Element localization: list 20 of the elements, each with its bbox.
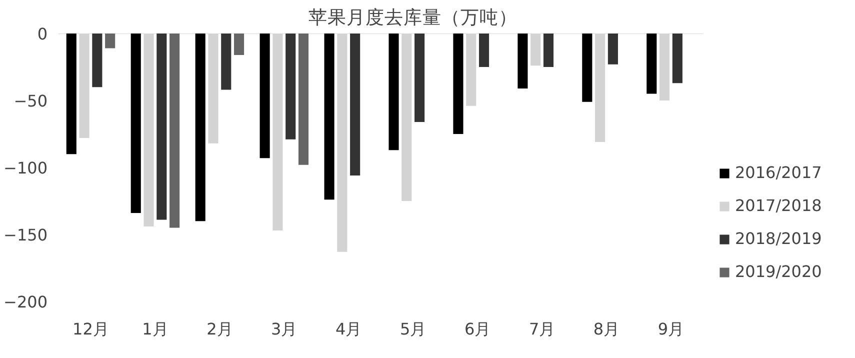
x-tick-label: 5月 (400, 320, 426, 338)
y-tick-label: −200 (4, 292, 48, 312)
y-tick-label: −100 (4, 158, 48, 178)
x-tick-label: 8月 (593, 320, 620, 338)
x-tick-label: 3月 (271, 320, 298, 338)
x-tick-label: 4月 (336, 320, 362, 338)
chart-title: 苹果月度去库量（万吨） (308, 6, 518, 28)
y-tick-label: −50 (14, 92, 48, 110)
legend-label: 2016/2017 (735, 163, 822, 182)
y-tick-label: 0 (37, 24, 48, 44)
x-tick-label: 7月 (528, 320, 556, 338)
x-tick-label: 1月 (142, 320, 168, 338)
legend-label: 2018/2019 (735, 229, 822, 248)
legend-label: 2019/2020 (735, 262, 822, 281)
x-tick-label: 12月 (72, 320, 109, 338)
x-tick-label: 9月 (658, 320, 684, 338)
legend-label: 2017/2018 (735, 196, 822, 215)
x-tick-label: 6月 (464, 320, 491, 338)
y-tick-label: −150 (4, 226, 48, 244)
x-tick-label: 2月 (206, 320, 233, 338)
